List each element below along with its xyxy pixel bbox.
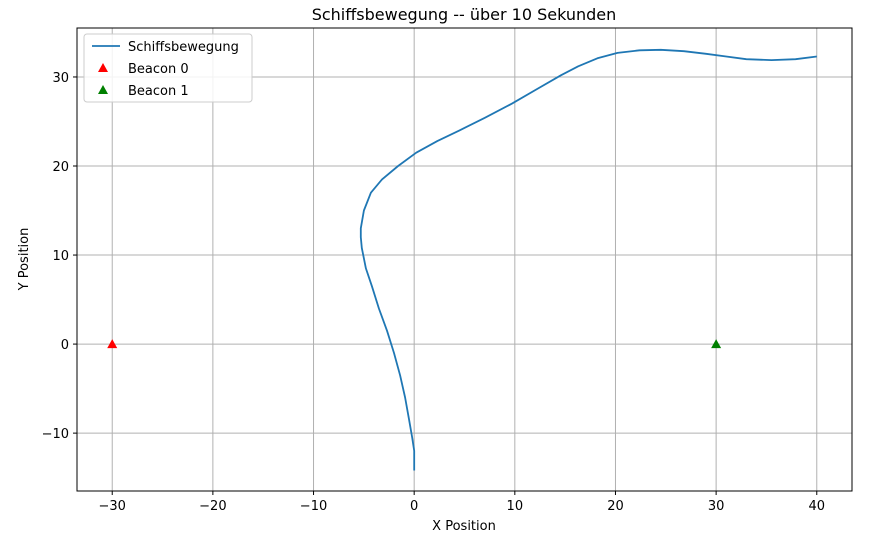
x-tick-label: 20 [607, 499, 624, 514]
legend-box [83, 33, 253, 103]
legend-entry-schiffsbewegung: Schiffsbewegung [128, 40, 239, 55]
y-tick-label: 10 [52, 249, 69, 264]
x-tick-label: 0 [410, 499, 418, 514]
beacon-1-marker [711, 339, 722, 349]
legend-entry-beacon-0: Beacon 0 [128, 62, 189, 77]
plot-frame [76, 27, 853, 492]
legend-swatch-beacon-1 [98, 85, 108, 94]
y-tick-label: 20 [52, 160, 69, 175]
x-tick-label: −30 [99, 499, 126, 514]
x-tick-label: 10 [507, 499, 524, 514]
x-tick-label: 40 [808, 499, 825, 514]
legend: Schiffsbewegung Beacon 0 Beacon 1 [83, 33, 253, 103]
x-axis: −30 −20 −10 0 10 20 30 40 [99, 491, 825, 514]
grid [77, 28, 852, 491]
y-axis-label: Y Position [17, 228, 32, 292]
y-tick-label: −10 [42, 427, 69, 442]
y-axis: −10 0 10 20 30 [42, 71, 77, 442]
legend-swatch-beacon-0 [98, 63, 108, 72]
x-axis-label: X Position [432, 519, 496, 534]
series-line-schiffsbewegung [359, 48, 817, 471]
legend-entry-beacon-1: Beacon 1 [128, 84, 189, 99]
x-tick-label: −10 [300, 499, 327, 514]
x-tick-label: −20 [199, 499, 226, 514]
chart-title: Schiffsbewegung -- über 10 Sekunden [312, 5, 617, 24]
y-tick-label: 30 [52, 71, 69, 86]
beacon-0-marker [107, 339, 118, 349]
y-tick-label: 0 [61, 338, 69, 353]
plot-area [107, 48, 817, 471]
x-tick-label: 30 [708, 499, 725, 514]
